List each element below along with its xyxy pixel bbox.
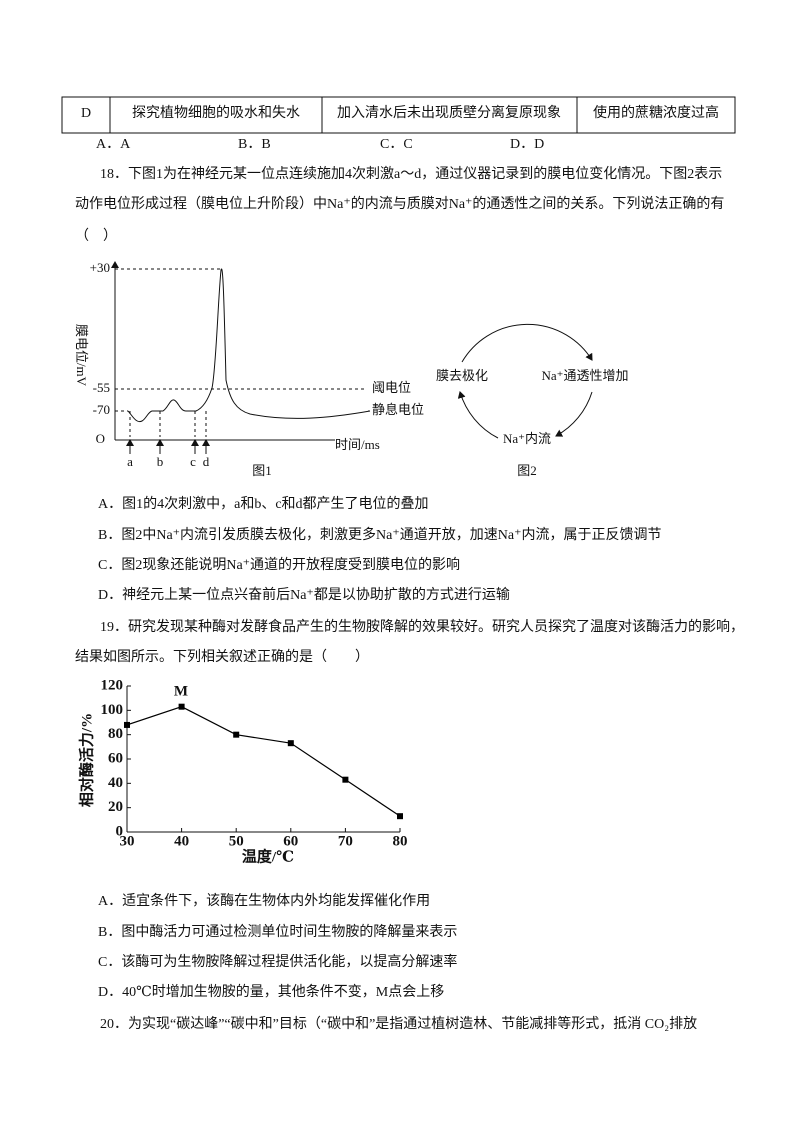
y-label: -70: [93, 402, 110, 417]
potential-curve: [127, 268, 371, 423]
y-tick-label: 80: [108, 726, 123, 742]
threshold-label: 阈电位: [372, 380, 411, 395]
x-tick-label: 70: [338, 833, 353, 849]
y-axis-label: 相对酶活力/%: [77, 713, 95, 807]
table-cell: 探究植物细胞的吸水和失水: [132, 105, 300, 121]
data-point: [178, 703, 185, 710]
option: A．适宜条件下，该酶在生物体内外均能发挥催化作用: [98, 892, 430, 909]
stimulus-label: b: [157, 454, 164, 469]
question-text: 结果如图所示。下列相关叙述正确的是（ ）: [75, 648, 369, 665]
annotation: M: [174, 683, 188, 699]
x-tick-label: 50: [229, 833, 244, 849]
option: A．图1的4次刺激中，a和b、c和d都产生了电位的叠加: [98, 495, 429, 512]
option: B．图2中Na⁺内流引发质膜去极化，刺激更多Na⁺通道开放，加速Na⁺内流，属于…: [98, 526, 661, 543]
table-border: [61, 96, 736, 134]
figure-caption: 图2: [517, 463, 537, 478]
option: B．B: [238, 137, 271, 152]
y-tick-label: 100: [101, 702, 124, 718]
option: C．C: [380, 137, 413, 152]
table-cell: 加入清水后未出现质壁分离复原现象: [337, 104, 561, 121]
y-tick-label: 0: [116, 823, 124, 839]
stimulus-label: c: [190, 454, 196, 469]
question-text: 20．为实现“碳达峰”“碳中和”目标（“碳中和”是指通过植树造林、节能减排等形式…: [100, 1015, 697, 1032]
data-point: [287, 740, 294, 747]
table-cell: D: [81, 106, 91, 121]
cycle-node: Na⁺通透性增加: [541, 368, 628, 383]
cycle-arrow: [555, 391, 593, 437]
x-axis-label: 时间/ms: [335, 437, 380, 452]
cycle-arrow: [457, 391, 499, 439]
x-tick-label: 80: [393, 833, 408, 849]
origin: O: [96, 431, 105, 446]
resting-label: 静息电位: [372, 402, 424, 417]
x-tick-label: 60: [283, 833, 298, 849]
figure-2: [457, 323, 593, 439]
x-axis-label: 温度/℃: [242, 847, 294, 865]
y-tick-label: 20: [108, 799, 123, 815]
x-tick-label: 30: [120, 833, 135, 849]
cycle-node: 膜去极化: [436, 368, 488, 383]
y-label: +30: [90, 260, 110, 275]
option: D．神经元上某一位点兴奋前后Na⁺都是以协助扩散的方式进行运输: [98, 586, 510, 603]
y-label: -55: [93, 380, 110, 395]
option: D．40℃时增加生物胺的量，其他条件不变，M点会上移: [98, 983, 444, 1000]
option: D．D: [510, 137, 544, 152]
data-line: [126, 706, 401, 817]
x-tick-label: 40: [174, 833, 189, 849]
enzyme-chart: 0 20 40 60 80 100 120 30 40 50 60 70 80 温度/℃ 相对酶活力/% M: [77, 677, 407, 865]
data-point: [397, 813, 403, 820]
question-text: 19．研究发现某种酶对发酵食品产生的生物胺降解的效果较好。研究人员探究了温度对该…: [100, 618, 744, 635]
data-point: [233, 731, 240, 738]
y-axis-label: 膜电位/mV: [74, 324, 89, 387]
option: A．A: [96, 137, 131, 152]
y-tick-label: 40: [108, 775, 123, 791]
y-tick-label: 60: [108, 750, 123, 766]
cycle-arrow: [461, 323, 593, 363]
question-text: 18．下图1为在神经元某一位点连续施加4次刺激a～d，通过仪器记录到的膜电位变化…: [100, 165, 722, 182]
data-point: [342, 776, 349, 783]
cycle-node: Na⁺内流: [503, 431, 551, 446]
data-point: [124, 721, 130, 728]
option: C．该酶可为生物胺降解过程提供活化能，以提高分解速率: [98, 953, 457, 970]
question-text: （ ）: [75, 228, 117, 244]
question-text: 动作电位形成过程（膜电位上升阶段）中Na⁺的内流与质膜对Na⁺的通透性之间的关系…: [75, 196, 724, 212]
y-tick-label: 120: [101, 677, 124, 693]
table-cell: 使用的蔗糖浓度过高: [593, 104, 719, 121]
stimulus-label: a: [127, 454, 133, 469]
stimulus-label: d: [203, 454, 210, 469]
option: B．图中酶活力可通过检测单位时间生物胺的降解量来表示: [98, 924, 457, 940]
figure-caption: 图1: [252, 463, 272, 478]
option: C．图2现象还能说明Na⁺通道的开放程度受到膜电位的影响: [98, 557, 460, 573]
figure-1: [111, 261, 371, 454]
